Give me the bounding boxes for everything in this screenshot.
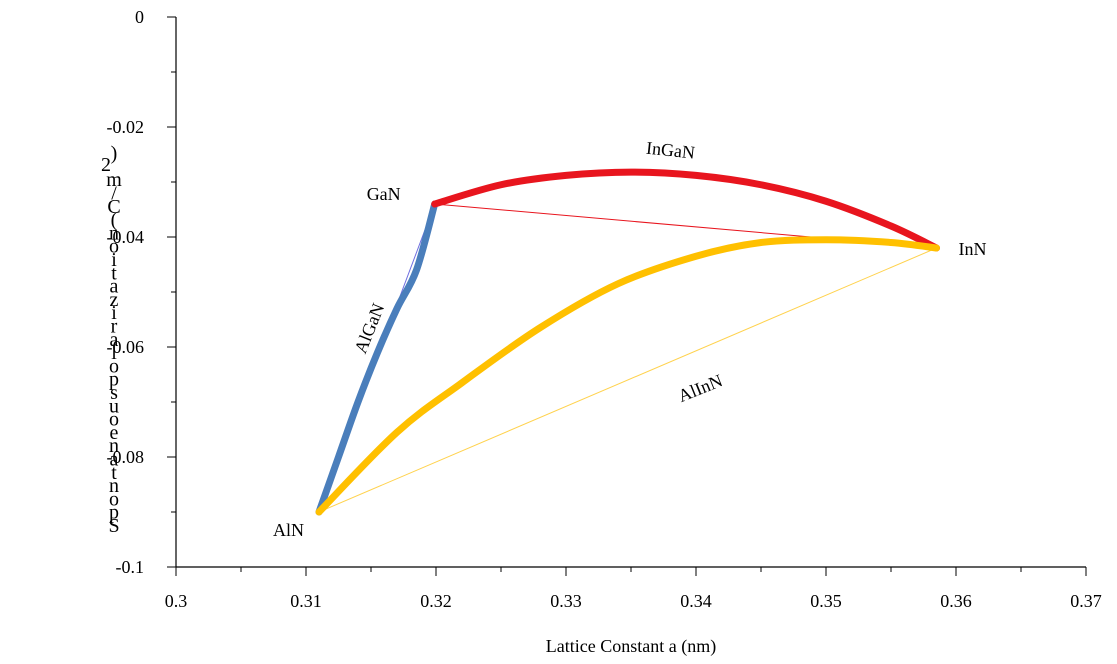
y-axis-title-char: a: [110, 276, 119, 298]
series-alinn-curve: [315, 236, 940, 516]
y-axis-title-char: o: [109, 488, 119, 510]
point-label-inn: InN: [959, 239, 987, 259]
series-ingan-curve: [431, 168, 940, 252]
y-axis-title-char: e: [110, 422, 119, 444]
point-label-aln: AlN: [273, 520, 304, 540]
y-tick-label: 0: [135, 7, 144, 27]
y-axis-title-char: S: [108, 515, 119, 537]
y-axis-title-char: m: [106, 169, 122, 191]
series-layer: [315, 168, 940, 516]
axes: 0.3 0.31 0.32 0.33 0.34 0.35 0.36 0.37 -0.1 -0.08…: [107, 7, 1102, 611]
y-tick-label: -0.06: [107, 337, 145, 357]
y-tick-label: -0.02: [107, 117, 145, 137]
y-axis-title-char: /: [111, 183, 117, 205]
y-tick-label: -0.1: [116, 557, 145, 577]
y-axis-title-char: s: [110, 382, 118, 404]
x-tick-label: 0.31: [290, 591, 322, 611]
x-tick-label: 0.33: [550, 591, 582, 611]
x-tick-label: 0.34: [680, 591, 712, 611]
y-axis-title-char: i: [111, 249, 117, 271]
x-axis-title: Lattice Constant a (nm): [546, 636, 716, 657]
y-axis-title-char: u: [109, 395, 119, 417]
y-axis-title-char: o: [109, 409, 119, 431]
x-tick-label: 0.37: [1070, 591, 1102, 611]
y-axis-title-char: n: [109, 435, 119, 457]
y-axis-title-char: i: [111, 302, 117, 324]
y-axis-title-char: (: [111, 209, 118, 231]
y-axis-title-char: ): [111, 143, 118, 165]
y-axis-title-char: r: [111, 316, 118, 338]
y-axis-title-char: t: [111, 462, 117, 484]
y-tick-label: -0.08: [107, 447, 145, 467]
y-axis-title-char: a: [110, 329, 119, 351]
x-tick-label: 0.36: [940, 591, 972, 611]
y-axis-title-char: p: [109, 502, 119, 524]
y-axis-title-char: n: [109, 222, 119, 244]
y-axis-title-char: o: [109, 236, 119, 258]
y-axis-title-char: o: [109, 355, 119, 377]
y-axis-title-char: a: [110, 449, 119, 471]
series-linear-line: [318, 247, 937, 513]
y-axis-title-char: l: [111, 342, 117, 364]
x-tick-label: 0.35: [810, 591, 842, 611]
y-axis-title-char: z: [110, 289, 119, 311]
x-tick-label: 0.3: [165, 591, 188, 611]
x-tick-label: 0.32: [420, 591, 452, 611]
y-axis-title-char: t: [111, 262, 117, 284]
point-label-gan: GaN: [367, 184, 401, 204]
curve-label-alinn: AlInN: [675, 370, 725, 406]
series-algan-curve: [315, 200, 439, 516]
y-tick-label: -0.04: [107, 227, 145, 247]
y-axis-title-char: 2: [101, 154, 111, 176]
curve-label-ingan: InGaN: [645, 138, 696, 163]
y-axis-title-char: C: [107, 196, 120, 218]
y-axis-title-char: n: [109, 475, 119, 497]
y-axis-title-char: p: [109, 369, 119, 391]
